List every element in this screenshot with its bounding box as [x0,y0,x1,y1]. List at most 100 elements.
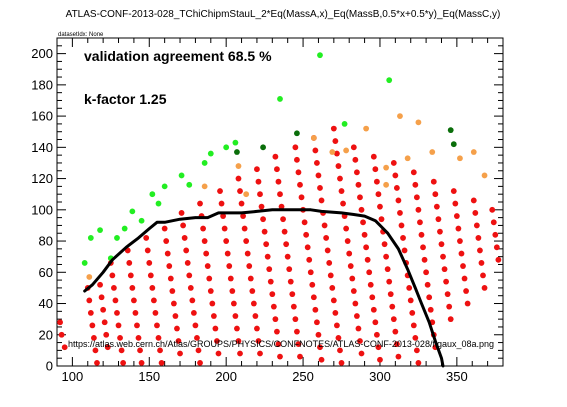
y-tick-label: 200 [31,46,53,61]
orange-point [310,135,317,141]
red-point [355,181,362,188]
exclusion-curve [83,208,445,368]
red-point [461,275,468,282]
red-point [260,216,266,223]
red-point [304,244,311,251]
red-point [234,325,240,332]
red-point [270,303,277,310]
lightgreen-point [97,227,103,234]
red-point [104,344,111,351]
red-point [410,322,417,329]
figure-url: https://atlas.web.cern.ch/Atlas/GROUPS/P… [68,339,494,349]
lightgreen-point [386,77,393,84]
red-point [417,219,423,226]
lightgreen-point [129,208,136,215]
x-tick-label: 200 [215,369,237,384]
red-point [420,244,426,251]
orange-point [201,183,208,190]
red-point [57,319,63,326]
red-point [372,319,379,326]
red-point [343,225,350,232]
y-tick-label: 60 [39,265,53,280]
darkgreen-point [447,127,454,134]
red-point [495,256,502,263]
x-tick-label: 250 [292,369,314,384]
red-point [406,285,413,291]
red-point [277,191,283,198]
red-point [407,297,414,304]
red-point [435,216,442,223]
red-point [183,247,190,254]
red-point [464,300,471,307]
red-point [138,359,145,366]
red-point [178,210,185,216]
chart-title: ATLAS-CONF-2013-028_TChiChipmStauL_2*Eq(… [66,9,501,20]
orange-point [329,149,336,155]
red-point [314,319,320,326]
red-point [460,263,466,269]
red-point [353,169,360,176]
red-point [97,281,103,288]
red-point [298,194,305,201]
red-point [412,181,419,188]
red-point [244,250,251,257]
red-point [157,347,163,354]
red-point [472,210,479,216]
red-point [207,288,214,294]
y-tick-label: 140 [31,140,53,155]
red-point [235,175,242,182]
red-point [317,344,323,351]
red-point [258,203,265,210]
red-point [421,256,428,263]
red-point [395,197,402,204]
plot-frame [56,37,504,367]
x-tick-label: 150 [138,369,160,384]
red-point [375,344,382,351]
red-point [335,334,342,341]
red-point [252,313,259,319]
y-tick-label: 40 [39,296,53,311]
red-point [58,331,65,338]
red-point [400,235,406,241]
darkgreen-point [234,149,240,155]
red-point [267,278,274,285]
red-point [413,347,420,354]
red-point [223,238,230,244]
red-point [390,316,397,323]
red-point [318,356,325,363]
red-point [438,241,445,248]
orange-point [457,155,463,162]
red-point [143,235,150,241]
red-point [184,260,191,266]
lightgreen-point [121,225,128,232]
red-point [426,294,433,301]
red-point [241,225,248,232]
red-point [109,272,116,279]
red-point [243,238,250,244]
red-point [129,285,136,291]
red-point [130,297,137,304]
red-point [126,260,133,266]
red-point [294,328,300,335]
red-point [169,288,176,294]
red-point [480,272,486,279]
red-point [395,353,402,360]
red-point [172,313,179,319]
red-point [361,231,368,238]
red-point [323,235,330,241]
red-point [61,344,68,351]
red-point [295,341,302,348]
red-point [217,188,223,194]
red-point [375,191,382,198]
red-point [100,306,107,313]
red-point [424,281,431,288]
red-point [295,169,302,176]
red-point [286,266,293,273]
red-point [477,247,483,254]
red-point [240,213,246,219]
red-point [284,253,291,260]
red-point [433,203,440,210]
red-point [369,294,376,301]
red-point [412,334,419,341]
red-point [220,213,226,219]
